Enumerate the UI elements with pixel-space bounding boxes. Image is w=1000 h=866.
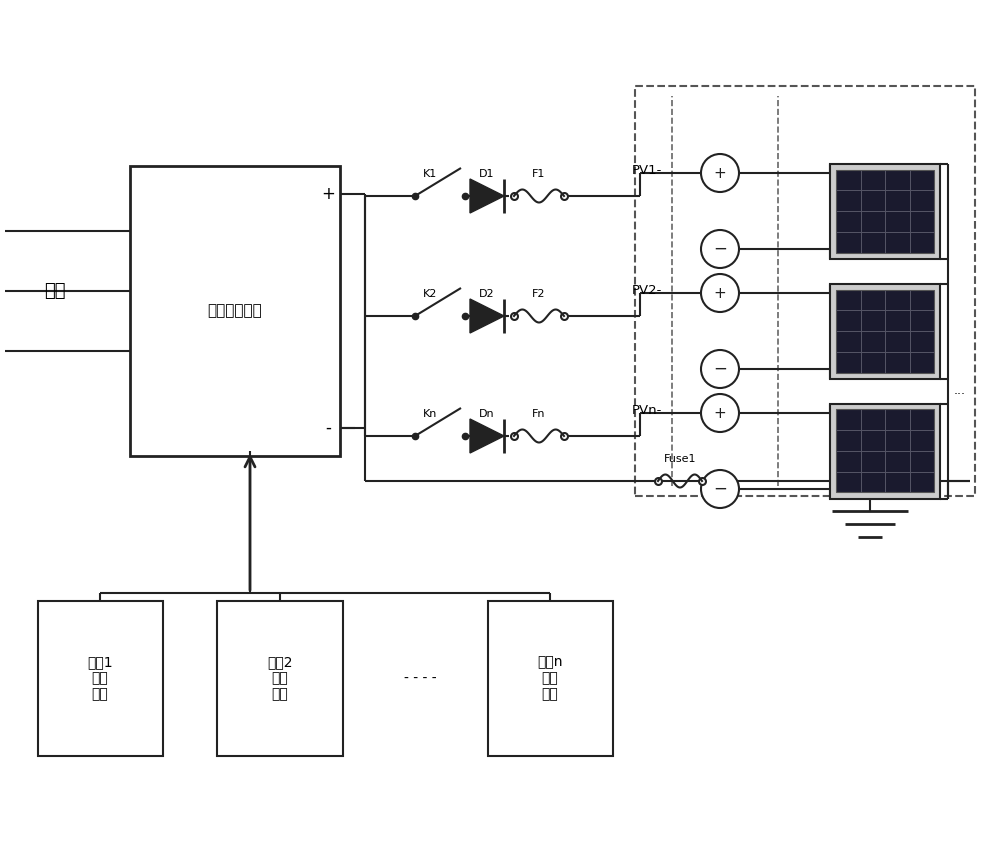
Text: Fn: Fn xyxy=(532,409,546,419)
Text: +: + xyxy=(714,286,726,301)
Text: PV1-: PV1- xyxy=(632,165,662,178)
Polygon shape xyxy=(470,179,504,213)
Text: F1: F1 xyxy=(532,169,546,179)
Polygon shape xyxy=(470,419,504,453)
Text: -: - xyxy=(325,419,331,437)
Bar xyxy=(836,170,934,253)
Bar xyxy=(38,601,162,756)
Text: Dn: Dn xyxy=(479,409,495,419)
Text: - - - -: - - - - xyxy=(404,671,436,686)
Text: −: − xyxy=(713,480,727,498)
Text: Kn: Kn xyxy=(423,409,437,419)
Circle shape xyxy=(701,470,739,508)
Text: 电池n
电压
采样: 电池n 电压 采样 xyxy=(537,656,563,701)
Bar xyxy=(830,283,940,378)
Circle shape xyxy=(701,230,739,268)
Text: PV2-: PV2- xyxy=(632,285,662,298)
Text: D1: D1 xyxy=(479,169,495,179)
Circle shape xyxy=(701,154,739,192)
Text: +: + xyxy=(714,165,726,180)
Text: 高频开关电源: 高频开关电源 xyxy=(208,303,262,319)
Bar xyxy=(635,86,975,496)
Text: K1: K1 xyxy=(423,169,437,179)
Text: +: + xyxy=(714,405,726,421)
Bar xyxy=(488,601,612,756)
Text: ...: ... xyxy=(954,385,966,397)
Circle shape xyxy=(701,350,739,388)
Bar xyxy=(830,164,940,258)
Text: PVn-: PVn- xyxy=(632,404,662,417)
Text: 电池1
电压
采样: 电池1 电压 采样 xyxy=(87,656,113,701)
Text: F2: F2 xyxy=(532,289,546,299)
Bar xyxy=(836,289,934,372)
Text: D2: D2 xyxy=(479,289,495,299)
Bar xyxy=(217,601,342,756)
Text: 电池2
电压
采样: 电池2 电压 采样 xyxy=(267,656,293,701)
Bar xyxy=(836,410,934,493)
Circle shape xyxy=(701,274,739,312)
Text: −: − xyxy=(713,240,727,258)
Circle shape xyxy=(701,394,739,432)
Bar xyxy=(830,404,940,499)
Polygon shape xyxy=(470,299,504,333)
Text: −: − xyxy=(713,360,727,378)
Text: +: + xyxy=(321,185,335,203)
Text: 电网: 电网 xyxy=(44,282,66,300)
Text: K2: K2 xyxy=(423,289,437,299)
Bar xyxy=(130,166,340,456)
Text: Fuse1: Fuse1 xyxy=(664,454,696,464)
